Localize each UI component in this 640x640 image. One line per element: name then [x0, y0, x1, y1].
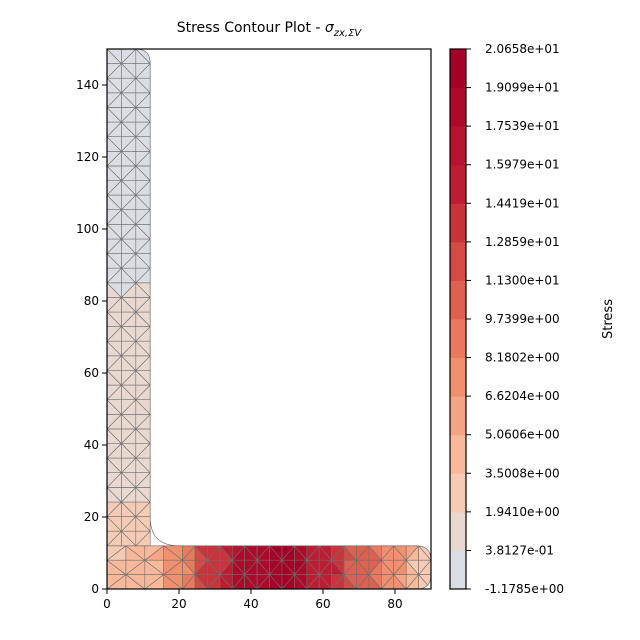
- colorbar-tick-label: 1.7539e+01: [485, 119, 560, 133]
- colorbar-tick-label: 8.1802e+00: [485, 351, 560, 365]
- y-tick-label: 60: [84, 366, 99, 380]
- colorbar-band: [450, 87, 466, 127]
- colorbar: -1.1785e+00 3.8127e-01 1.9410e+00 3.5008e+0…: [449, 42, 616, 596]
- section-contour: [107, 49, 431, 589]
- colorbar-band: [450, 550, 466, 590]
- colorbar-tick-label: -1.1785e+00: [485, 582, 564, 596]
- y-tick-label: 120: [76, 150, 99, 164]
- colorbar-tick-label: 1.2859e+01: [485, 235, 560, 249]
- colorbar-tick-label: 3.8127e-01: [485, 543, 554, 557]
- axes-frame: [106, 48, 432, 590]
- colorbar-tick-label: 1.4419e+01: [485, 196, 560, 210]
- x-tick-label: 40: [243, 597, 258, 611]
- colorbar-band: [450, 164, 466, 204]
- colorbar-band: [450, 203, 466, 243]
- colorbar-tick-label: 1.1300e+01: [485, 273, 560, 287]
- x-tick-label: 0: [103, 597, 111, 611]
- x-tick-label: 80: [387, 597, 402, 611]
- colorbar-ticks: -1.1785e+00 3.8127e-01 1.9410e+00 3.5008e+0…: [466, 42, 564, 596]
- y-tick-label: 20: [84, 510, 99, 524]
- colorbar-tick-label: 5.0606e+00: [485, 428, 560, 442]
- colorbar-band: [450, 126, 466, 166]
- y-tick-label: 0: [91, 582, 99, 596]
- colorbar-tick-label: 9.7399e+00: [485, 312, 560, 326]
- colorbar-band: [450, 241, 466, 281]
- colorbar-tick-label: 1.9099e+01: [485, 81, 560, 95]
- x-tick-label: 60: [315, 597, 330, 611]
- y-tick-label: 100: [76, 222, 99, 236]
- x-tick-label: 20: [171, 597, 186, 611]
- colorbar-tick-label: 3.5008e+00: [485, 466, 560, 480]
- colorbar-band: [450, 396, 466, 436]
- colorbar-band: [450, 319, 466, 359]
- y-tick-label: 40: [84, 438, 99, 452]
- colorbar-band: [450, 49, 466, 89]
- colorbar-tick-label: 1.5979e+01: [485, 158, 560, 172]
- y-axis: 0 20 40 60 80 100 120 140: [76, 78, 107, 596]
- colorbar-tick-label: 1.9410e+00: [485, 505, 560, 519]
- colorbar-label: Stress: [601, 299, 616, 339]
- colorbar-tick-label: 2.0658e+01: [485, 42, 560, 56]
- colorbar-tick-label: 6.6204e+00: [485, 389, 560, 403]
- colorbar-band: [450, 280, 466, 320]
- colorbar-bands: [450, 49, 466, 590]
- colorbar-band: [450, 473, 466, 513]
- colorbar-band: [450, 434, 466, 474]
- section-outline: [106, 48, 432, 590]
- mesh-element: [121, 49, 137, 65]
- mesh-element: [144, 545, 165, 561]
- y-tick-label: 80: [84, 294, 99, 308]
- colorbar-band: [450, 511, 466, 551]
- chart-title: Stress Contour Plot - σzx,ΣV: [177, 20, 363, 39]
- colorbar-band: [450, 357, 466, 397]
- x-axis: 0 20 40 60 80: [103, 589, 403, 611]
- plot-area: 0 20 40 60 80 0 20 40 60 80 100 120 140: [76, 48, 432, 611]
- y-tick-label: 140: [76, 78, 99, 92]
